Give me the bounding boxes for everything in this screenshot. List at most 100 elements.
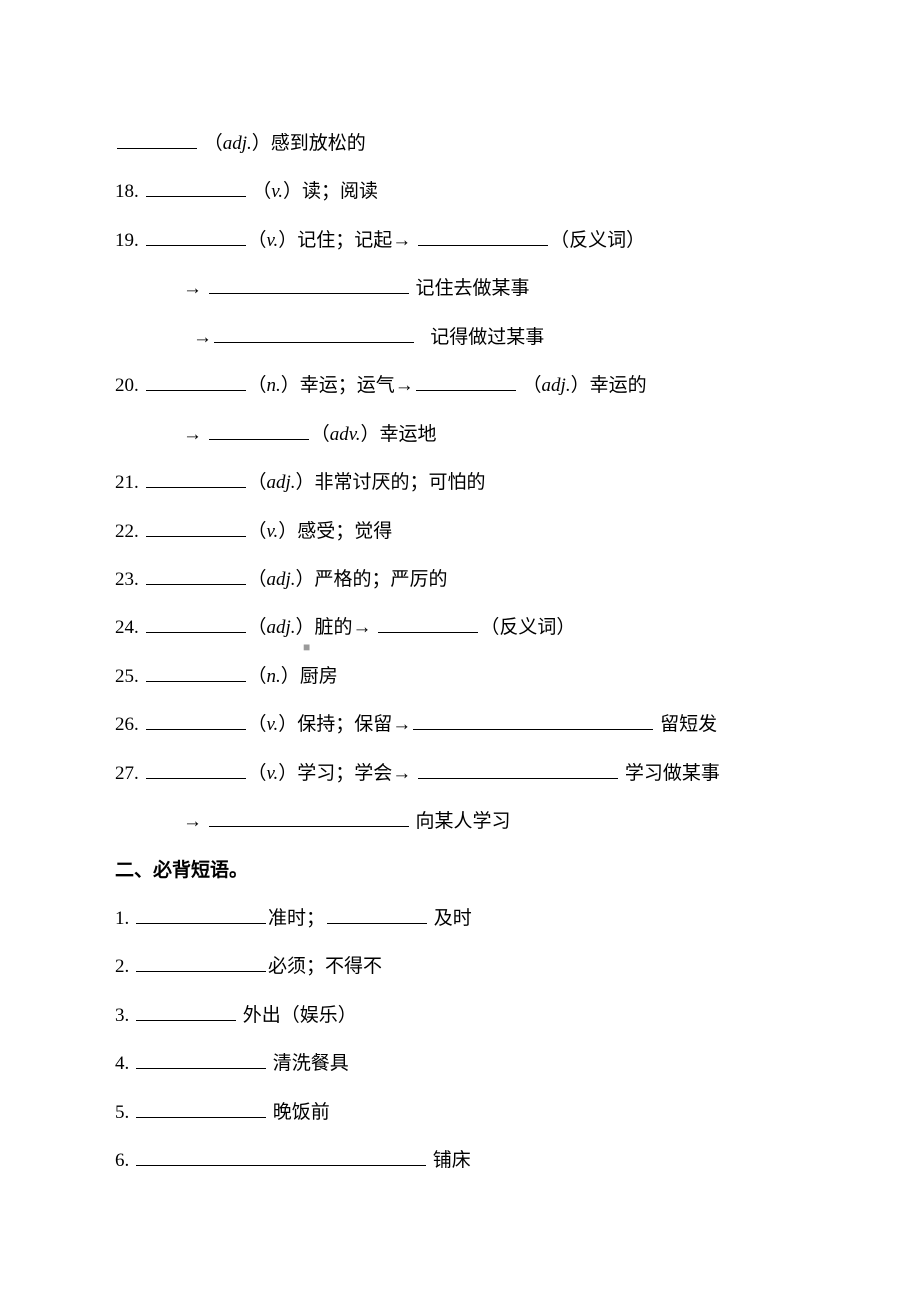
blank[interactable] bbox=[146, 177, 246, 197]
text: （反义词） bbox=[480, 617, 575, 638]
text: ）保持；保留→ bbox=[278, 714, 411, 735]
text: 学习做某事 bbox=[620, 763, 720, 784]
item-number: 22. bbox=[115, 521, 144, 542]
blank[interactable] bbox=[146, 759, 246, 779]
item-number: 4. bbox=[115, 1053, 134, 1074]
blank[interactable] bbox=[136, 952, 266, 972]
text: 记住去做某事 bbox=[411, 278, 530, 299]
item-25: 25. （n.）厨房 bbox=[115, 653, 805, 701]
blank[interactable] bbox=[378, 613, 478, 633]
pos-n: n. bbox=[267, 375, 281, 396]
item-number: 6. bbox=[115, 1150, 134, 1171]
blank[interactable] bbox=[146, 517, 246, 537]
item-number: 5. bbox=[115, 1102, 134, 1123]
blank[interactable] bbox=[136, 1049, 266, 1069]
item-number: 3. bbox=[115, 1005, 134, 1026]
arrow: → bbox=[193, 327, 212, 348]
blank[interactable] bbox=[146, 371, 246, 391]
item-18: 18. （v.）读；阅读 bbox=[115, 168, 805, 216]
text: （ bbox=[248, 521, 267, 542]
pos-v: v. bbox=[271, 181, 283, 202]
item-20: 20. （n.）幸运；运气→ （adj.）幸运的 bbox=[115, 362, 805, 410]
item-number: 20. bbox=[115, 375, 144, 396]
pos-v: v. bbox=[267, 230, 279, 251]
text: （ bbox=[204, 133, 223, 154]
text: ）读；阅读 bbox=[283, 181, 378, 202]
text: （反义词） bbox=[550, 230, 645, 251]
text: 留短发 bbox=[655, 714, 717, 735]
blank[interactable] bbox=[214, 323, 414, 343]
text: （ bbox=[523, 375, 542, 396]
text: ）幸运的 bbox=[571, 375, 647, 396]
text: 铺床 bbox=[428, 1150, 471, 1171]
blank[interactable] bbox=[209, 807, 409, 827]
text: 外出（娱乐） bbox=[238, 1005, 357, 1026]
blank[interactable] bbox=[209, 420, 309, 440]
blank[interactable] bbox=[146, 565, 246, 585]
item-20-sub1: → （adv.）幸运地 bbox=[115, 411, 805, 459]
item-17-continuation: （adj.）感到放松的 bbox=[115, 120, 805, 168]
text: 记得做过某事 bbox=[430, 327, 544, 348]
pos-adj: adj. bbox=[267, 472, 296, 493]
item-number: 1. bbox=[115, 908, 134, 929]
item-27-sub1: → 向某人学习 bbox=[115, 798, 805, 846]
phrase-4: 4. 清洗餐具 bbox=[115, 1040, 805, 1088]
blank[interactable] bbox=[418, 226, 548, 246]
arrow: → bbox=[183, 811, 202, 832]
arrow: → bbox=[183, 424, 202, 445]
pos-adj: adj. bbox=[223, 133, 252, 154]
blank[interactable] bbox=[136, 1001, 236, 1021]
text: ）幸运；运气→ bbox=[281, 375, 414, 396]
item-number: 2. bbox=[115, 956, 134, 977]
phrase-5: 5. 晚饭前 bbox=[115, 1089, 805, 1137]
blank[interactable] bbox=[136, 1098, 266, 1118]
text: （ bbox=[248, 230, 267, 251]
text: ）幸运地 bbox=[361, 424, 437, 445]
blank[interactable] bbox=[136, 904, 266, 924]
item-19-sub2: → 记得做过某事 bbox=[115, 314, 805, 362]
item-number: 26. bbox=[115, 714, 144, 735]
item-number: 19. bbox=[115, 230, 144, 251]
pos-adj: adj. bbox=[267, 569, 296, 590]
blank[interactable] bbox=[146, 226, 246, 246]
item-19: 19. （v.）记住；记起→ （反义词） bbox=[115, 217, 805, 265]
text: （ bbox=[248, 569, 267, 590]
text: 向某人学习 bbox=[411, 811, 511, 832]
text: ）记住；记起→ bbox=[278, 230, 411, 251]
text: （ bbox=[248, 375, 267, 396]
text: （ bbox=[248, 714, 267, 735]
blank[interactable] bbox=[418, 759, 618, 779]
pos-v: v. bbox=[267, 714, 279, 735]
item-26: 26. （v.）保持；保留→ 留短发 bbox=[115, 701, 805, 749]
text: （ bbox=[248, 617, 267, 638]
item-19-sub1: → 记住去做某事 bbox=[115, 265, 805, 313]
text: 必须；不得不 bbox=[268, 956, 382, 977]
blank[interactable] bbox=[327, 904, 427, 924]
pos-v: v. bbox=[267, 763, 279, 784]
blank[interactable] bbox=[413, 710, 653, 730]
item-22: 22. （v.）感受；觉得 bbox=[115, 508, 805, 556]
blank[interactable] bbox=[146, 662, 246, 682]
blank[interactable] bbox=[117, 129, 197, 149]
blank[interactable] bbox=[146, 613, 246, 633]
item-21: 21. （adj.）非常讨厌的；可怕的 bbox=[115, 459, 805, 507]
blank[interactable] bbox=[146, 468, 246, 488]
item-23: 23. （adj.）严格的；严厉的 bbox=[115, 556, 805, 604]
page-marker-icon: ■ bbox=[303, 632, 310, 663]
blank[interactable] bbox=[146, 710, 246, 730]
section-2-heading: 二、必背短语。 bbox=[115, 847, 805, 895]
text: 清洗餐具 bbox=[268, 1053, 349, 1074]
phrase-2: 2. 必须；不得不 bbox=[115, 943, 805, 991]
phrase-1: 1. 准时； 及时 bbox=[115, 895, 805, 943]
blank[interactable] bbox=[416, 371, 516, 391]
phrase-6: 6. 铺床 bbox=[115, 1137, 805, 1185]
blank[interactable] bbox=[136, 1146, 426, 1166]
text: ）感受；觉得 bbox=[278, 521, 392, 542]
blank[interactable] bbox=[209, 274, 409, 294]
pos-adj: adj. bbox=[542, 375, 571, 396]
text: （ bbox=[248, 472, 267, 493]
text: ）感到放松的 bbox=[252, 133, 366, 154]
pos-adv: adv. bbox=[330, 424, 361, 445]
text: （ bbox=[248, 763, 267, 784]
pos-v: v. bbox=[267, 521, 279, 542]
